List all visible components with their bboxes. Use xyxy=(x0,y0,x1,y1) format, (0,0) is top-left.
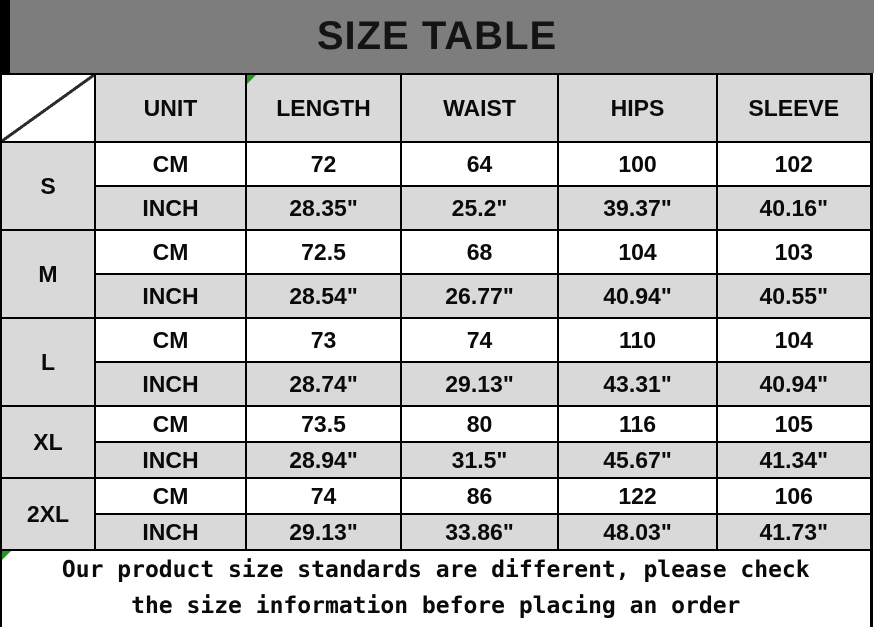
value-cell: 31.5" xyxy=(400,441,559,479)
value-cell: 80 xyxy=(400,405,559,443)
value-cell: 104 xyxy=(716,317,872,363)
footer-note-text: Our product size standards are different… xyxy=(61,557,810,619)
value-cell: 40.16" xyxy=(716,185,872,231)
table-row: INCH 28.54" 26.77" 40.94" 40.55" xyxy=(1,273,872,319)
value-cell: 28.74" xyxy=(245,361,402,407)
value-cell: 28.54" xyxy=(245,273,402,319)
value-cell: 106 xyxy=(716,477,872,515)
value-cell: 43.31" xyxy=(557,361,718,407)
col-header-unit: UNIT xyxy=(94,73,247,143)
table-row: INCH 28.74" 29.13" 43.31" 40.94" xyxy=(1,361,872,407)
value-cell: 39.37" xyxy=(557,185,718,231)
value-cell: 26.77" xyxy=(400,273,559,319)
size-cell-xl: XL xyxy=(0,405,96,479)
value-cell: 64 xyxy=(400,141,559,187)
value-cell: 72.5 xyxy=(245,229,402,275)
value-cell: 68 xyxy=(400,229,559,275)
value-cell: 103 xyxy=(716,229,872,275)
title-bar: SIZE TABLE xyxy=(0,0,874,73)
value-cell: 72 xyxy=(245,141,402,187)
unit-cell: INCH xyxy=(94,513,247,551)
value-cell: 33.86" xyxy=(400,513,559,551)
size-cell-l: L xyxy=(0,317,96,407)
unit-cell: INCH xyxy=(94,185,247,231)
value-cell: 104 xyxy=(557,229,718,275)
col-header-length-label: LENGTH xyxy=(276,94,371,121)
corner-marker-icon xyxy=(248,76,256,84)
value-cell: 48.03" xyxy=(557,513,718,551)
value-cell: 74 xyxy=(400,317,559,363)
table-row: INCH 28.35" 25.2" 39.37" 40.16" xyxy=(1,185,872,231)
value-cell: 40.94" xyxy=(557,273,718,319)
unit-cell: INCH xyxy=(94,361,247,407)
col-header-length: LENGTH xyxy=(245,73,402,143)
value-cell: 73 xyxy=(245,317,402,363)
value-cell: 45.67" xyxy=(557,441,718,479)
value-cell: 74 xyxy=(245,477,402,515)
unit-cell: CM xyxy=(94,317,247,363)
value-cell: 41.34" xyxy=(716,441,872,479)
value-cell: 100 xyxy=(557,141,718,187)
unit-cell: INCH xyxy=(94,273,247,319)
footer-row: Our product size standards are different… xyxy=(0,548,872,627)
size-cell-m: M xyxy=(0,229,96,319)
value-cell: 110 xyxy=(557,317,718,363)
value-cell: 86 xyxy=(400,477,559,515)
table-row: L CM 73 74 110 104 xyxy=(0,317,872,407)
value-cell: 73.5 xyxy=(245,405,402,443)
col-header-sleeve: SLEEVE xyxy=(716,73,872,143)
col-header-hips: HIPS xyxy=(557,73,718,143)
size-cell-s: S xyxy=(0,141,96,231)
unit-cell: CM xyxy=(94,477,247,515)
value-cell: 25.2" xyxy=(400,185,559,231)
unit-cell: INCH xyxy=(94,441,247,479)
footer-note-cell: Our product size standards are different… xyxy=(0,548,872,627)
left-black-strip xyxy=(0,0,10,73)
value-cell: 40.55" xyxy=(716,273,872,319)
page-title: SIZE TABLE xyxy=(316,14,558,58)
value-cell: 29.13" xyxy=(245,513,402,551)
size-table: UNIT LENGTH WAIST HIPS SLEEVE S CM 72 64… xyxy=(0,73,873,627)
unit-cell: CM xyxy=(94,141,247,187)
table-row: INCH 28.94" 31.5" 45.67" 41.34" xyxy=(1,441,872,479)
table-row: INCH 29.13" 33.86" 48.03" 41.73" xyxy=(1,513,872,551)
corner-marker-icon xyxy=(3,552,11,560)
header-row: UNIT LENGTH WAIST HIPS SLEEVE xyxy=(0,73,872,143)
table-row: XL CM 73.5 80 116 105 xyxy=(0,405,872,479)
value-cell: 29.13" xyxy=(400,361,559,407)
value-cell: 102 xyxy=(716,141,872,187)
table-row: 2XL CM 74 86 122 106 xyxy=(0,477,872,551)
value-cell: 41.73" xyxy=(716,513,872,551)
table-row: M CM 72.5 68 104 103 xyxy=(0,229,872,319)
value-cell: 116 xyxy=(557,405,718,443)
value-cell: 122 xyxy=(557,477,718,515)
table-row: S CM 72 64 100 102 xyxy=(0,141,872,231)
value-cell: 105 xyxy=(716,405,872,443)
diagonal-corner-cell xyxy=(0,73,96,143)
unit-cell: CM xyxy=(94,229,247,275)
size-cell-2xl: 2XL xyxy=(0,477,96,551)
value-cell: 28.35" xyxy=(245,185,402,231)
unit-cell: CM xyxy=(94,405,247,443)
value-cell: 40.94" xyxy=(716,361,872,407)
col-header-waist: WAIST xyxy=(400,73,559,143)
value-cell: 28.94" xyxy=(245,441,402,479)
